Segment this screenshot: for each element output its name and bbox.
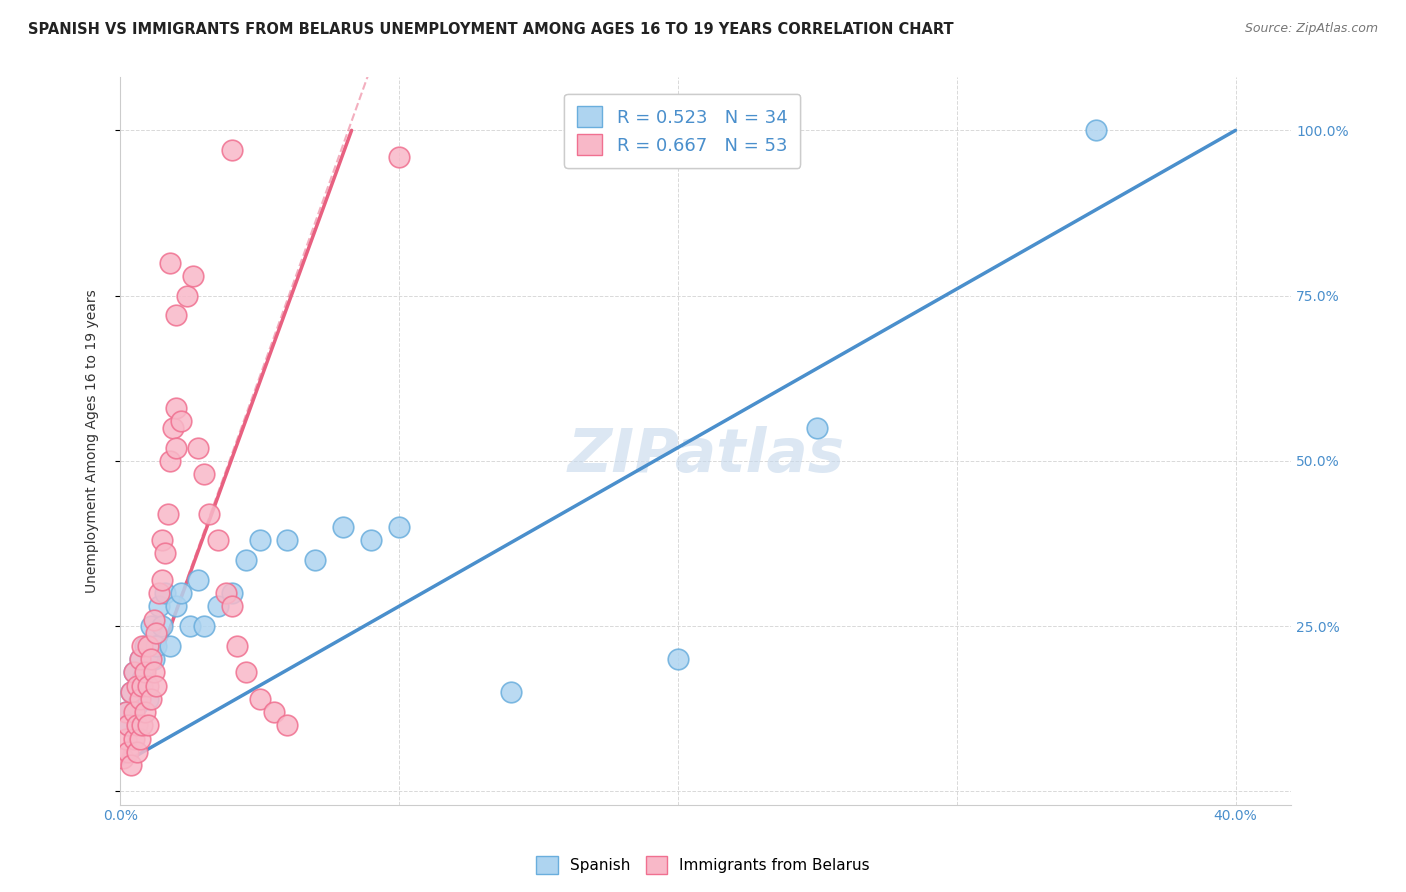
- Point: [114, 705, 136, 719]
- Point: [134, 665, 156, 680]
- Text: Source: ZipAtlas.com: Source: ZipAtlas.com: [1244, 22, 1378, 36]
- Point: [221, 143, 243, 157]
- Point: [142, 665, 165, 680]
- Point: [159, 454, 181, 468]
- Point: [249, 533, 271, 548]
- Point: [207, 599, 229, 614]
- Point: [304, 553, 326, 567]
- Point: [153, 586, 176, 600]
- Point: [207, 533, 229, 548]
- Point: [276, 718, 298, 732]
- Point: [114, 731, 136, 746]
- Point: [125, 679, 148, 693]
- Point: [111, 751, 134, 765]
- Point: [134, 639, 156, 653]
- Point: [125, 698, 148, 713]
- Point: [170, 414, 193, 428]
- Point: [120, 685, 142, 699]
- Point: [249, 691, 271, 706]
- Point: [136, 639, 159, 653]
- Legend: R = 0.523   N = 34, R = 0.667   N = 53: R = 0.523 N = 34, R = 0.667 N = 53: [564, 94, 800, 168]
- Point: [134, 705, 156, 719]
- Point: [128, 731, 150, 746]
- Point: [165, 441, 187, 455]
- Point: [159, 255, 181, 269]
- Point: [388, 150, 411, 164]
- Point: [139, 619, 162, 633]
- Point: [114, 705, 136, 719]
- Point: [122, 665, 145, 680]
- Point: [162, 421, 184, 435]
- Point: [139, 691, 162, 706]
- Point: [276, 533, 298, 548]
- Point: [117, 745, 139, 759]
- Point: [150, 533, 173, 548]
- Point: [125, 718, 148, 732]
- Text: ZIPatlas: ZIPatlas: [567, 426, 844, 485]
- Point: [145, 625, 167, 640]
- Point: [125, 745, 148, 759]
- Point: [221, 586, 243, 600]
- Point: [193, 619, 215, 633]
- Point: [117, 718, 139, 732]
- Point: [148, 599, 170, 614]
- Point: [153, 546, 176, 560]
- Point: [122, 705, 145, 719]
- Point: [235, 553, 257, 567]
- Point: [499, 685, 522, 699]
- Point: [666, 652, 689, 666]
- Point: [187, 573, 209, 587]
- Point: [139, 652, 162, 666]
- Point: [120, 685, 142, 699]
- Legend: Spanish, Immigrants from Belarus: Spanish, Immigrants from Belarus: [530, 850, 876, 880]
- Point: [136, 718, 159, 732]
- Point: [131, 672, 153, 686]
- Point: [145, 639, 167, 653]
- Point: [165, 401, 187, 415]
- Point: [179, 619, 201, 633]
- Point: [136, 679, 159, 693]
- Point: [148, 586, 170, 600]
- Point: [360, 533, 382, 548]
- Point: [150, 619, 173, 633]
- Point: [187, 441, 209, 455]
- Point: [263, 705, 285, 719]
- Point: [136, 691, 159, 706]
- Point: [159, 639, 181, 653]
- Point: [165, 599, 187, 614]
- Point: [131, 718, 153, 732]
- Point: [170, 586, 193, 600]
- Point: [145, 679, 167, 693]
- Point: [142, 652, 165, 666]
- Point: [215, 586, 238, 600]
- Point: [156, 507, 179, 521]
- Point: [117, 718, 139, 732]
- Point: [131, 679, 153, 693]
- Point: [142, 613, 165, 627]
- Point: [221, 599, 243, 614]
- Point: [165, 309, 187, 323]
- Point: [388, 520, 411, 534]
- Y-axis label: Unemployment Among Ages 16 to 19 years: Unemployment Among Ages 16 to 19 years: [86, 289, 100, 593]
- Point: [1085, 123, 1108, 137]
- Point: [806, 421, 828, 435]
- Point: [181, 268, 204, 283]
- Point: [150, 573, 173, 587]
- Point: [128, 652, 150, 666]
- Point: [235, 665, 257, 680]
- Point: [122, 665, 145, 680]
- Point: [131, 639, 153, 653]
- Point: [332, 520, 354, 534]
- Point: [122, 731, 145, 746]
- Text: SPANISH VS IMMIGRANTS FROM BELARUS UNEMPLOYMENT AMONG AGES 16 TO 19 YEARS CORREL: SPANISH VS IMMIGRANTS FROM BELARUS UNEMP…: [28, 22, 953, 37]
- Point: [226, 639, 249, 653]
- Point: [128, 652, 150, 666]
- Point: [176, 288, 198, 302]
- Point: [193, 467, 215, 481]
- Point: [120, 758, 142, 772]
- Point: [198, 507, 221, 521]
- Point: [128, 691, 150, 706]
